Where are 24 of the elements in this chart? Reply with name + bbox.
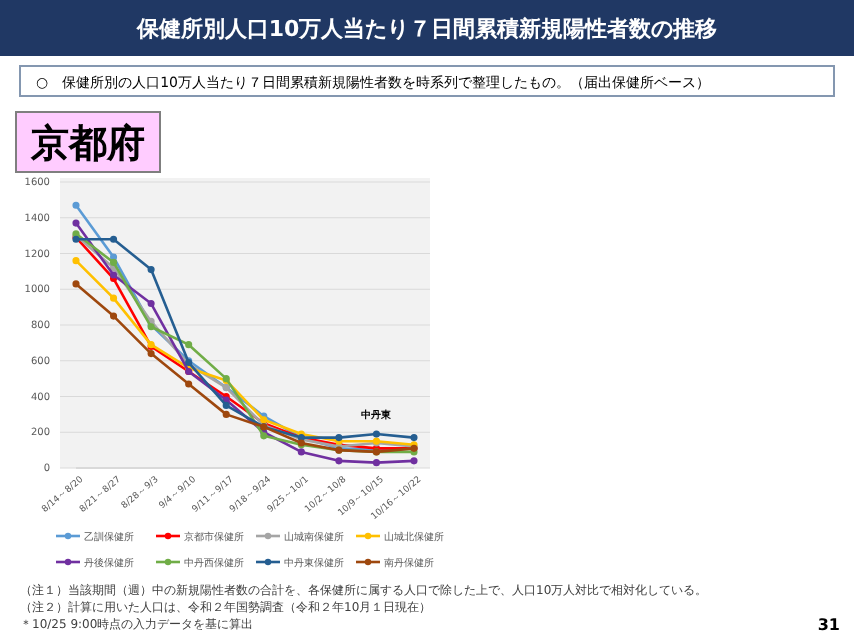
point — [147, 266, 155, 274]
point — [147, 299, 155, 308]
point — [72, 219, 80, 227]
point — [109, 312, 118, 320]
point — [72, 257, 80, 265]
point — [109, 235, 118, 243]
point — [372, 459, 381, 467]
point — [147, 350, 155, 358]
point — [297, 448, 305, 456]
point — [72, 280, 80, 288]
point — [372, 430, 381, 438]
point — [185, 341, 193, 349]
point — [72, 201, 80, 209]
point — [222, 401, 230, 409]
chart-title: 保健所別人口10万人当たり７日間累積新規陽性者数の推移 — [134, 16, 718, 42]
chart-subtitle: 京都府 — [29, 122, 145, 166]
point — [335, 457, 343, 465]
text: 31 — [817, 616, 841, 634]
point — [109, 258, 118, 266]
point — [185, 380, 193, 388]
point — [410, 457, 418, 465]
point — [410, 434, 418, 442]
point — [109, 294, 118, 302]
point — [222, 410, 230, 418]
